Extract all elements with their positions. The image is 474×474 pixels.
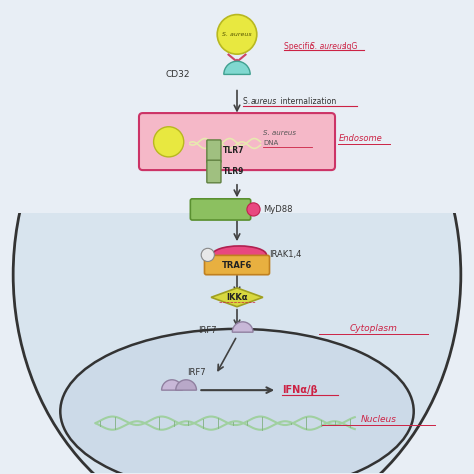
Ellipse shape	[212, 246, 266, 264]
Text: S. aureus: S. aureus	[310, 42, 346, 51]
FancyBboxPatch shape	[139, 113, 335, 170]
FancyBboxPatch shape	[204, 255, 270, 275]
Text: IRF7: IRF7	[188, 368, 206, 377]
Text: TRAF6: TRAF6	[222, 261, 252, 270]
Wedge shape	[224, 61, 250, 74]
Circle shape	[247, 203, 260, 216]
Text: Endosome: Endosome	[338, 135, 382, 144]
Text: internalization: internalization	[278, 97, 337, 106]
Text: S. aureus: S. aureus	[263, 130, 296, 137]
Text: TLR9: TLR9	[223, 166, 244, 175]
Text: IRF7: IRF7	[198, 326, 216, 335]
Text: DNA: DNA	[263, 140, 278, 146]
Circle shape	[201, 248, 214, 262]
FancyBboxPatch shape	[191, 199, 251, 220]
FancyBboxPatch shape	[207, 140, 221, 163]
Text: TLR7: TLR7	[223, 146, 245, 155]
FancyBboxPatch shape	[207, 160, 221, 183]
Text: Specific: Specific	[284, 42, 316, 51]
Ellipse shape	[60, 329, 414, 474]
Wedge shape	[162, 380, 182, 390]
Circle shape	[217, 15, 257, 54]
Text: CD32: CD32	[165, 70, 190, 79]
Ellipse shape	[13, 16, 461, 474]
Bar	[1, 1, 473, 213]
Text: Cytoplasm: Cytoplasm	[350, 324, 398, 333]
Text: S. aureus: S. aureus	[222, 32, 252, 37]
Polygon shape	[211, 288, 263, 307]
Text: MyD88: MyD88	[263, 205, 292, 214]
Wedge shape	[232, 322, 253, 332]
Wedge shape	[176, 380, 197, 390]
Text: IgG: IgG	[342, 42, 357, 51]
Text: IRAK1,4: IRAK1,4	[269, 250, 301, 259]
Circle shape	[154, 127, 184, 157]
Text: Nucleus: Nucleus	[360, 415, 396, 424]
Text: IKKα: IKKα	[226, 293, 248, 302]
Text: S.: S.	[243, 97, 252, 106]
Text: aureus: aureus	[250, 97, 276, 106]
Text: IFNα/β: IFNα/β	[282, 385, 318, 395]
